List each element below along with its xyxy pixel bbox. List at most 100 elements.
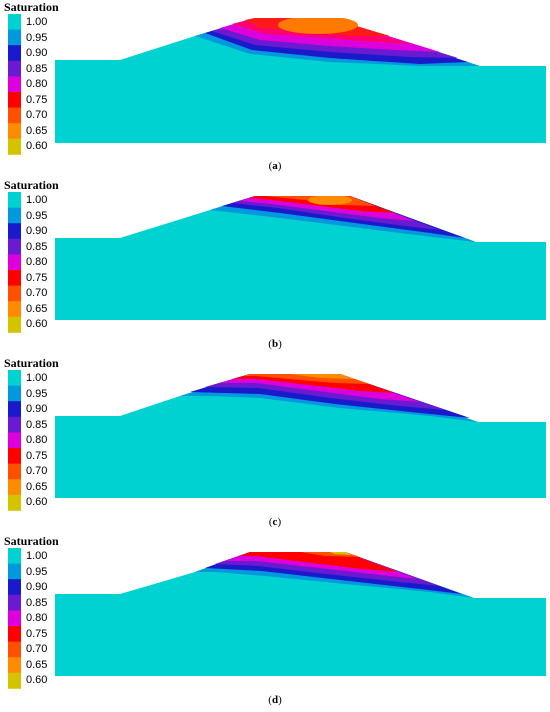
legend-swatch — [8, 579, 21, 595]
caption-paren-close: ) — [278, 338, 282, 350]
legend-label: 0.65 — [26, 659, 47, 671]
legend-swatch — [8, 192, 21, 208]
legend-swatch — [8, 139, 21, 155]
legend-label: 0.95 — [26, 566, 47, 578]
panel-c: Saturation 1.00 0.95 0.90 0.85 0.80 0.75… — [0, 356, 550, 534]
legend-swatch — [8, 208, 21, 224]
legend-swatch — [8, 386, 21, 402]
legend-label: 0.60 — [26, 140, 47, 152]
legend-swatch — [8, 92, 21, 108]
legend-swatch — [8, 239, 21, 255]
saturation-core — [308, 195, 352, 205]
legend-swatch — [8, 301, 21, 317]
legend-swatches — [8, 548, 21, 689]
legend-swatch — [8, 286, 21, 302]
legend-label: 0.95 — [26, 210, 47, 222]
legend-swatch — [8, 76, 21, 92]
legend-label: 1.00 — [26, 16, 47, 28]
legend-label: 0.60 — [26, 318, 47, 330]
legend-label: 0.75 — [26, 628, 47, 640]
legend-swatch — [8, 317, 21, 333]
legend-label: 0.90 — [26, 225, 47, 237]
legend-label: 0.75 — [26, 272, 47, 284]
legend-title: Saturation — [4, 0, 59, 14]
legend-label: 0.85 — [26, 241, 47, 253]
legend-swatch — [8, 673, 21, 689]
legend-swatch — [8, 417, 21, 433]
legend-label: 0.85 — [26, 419, 47, 431]
legend-swatch — [8, 595, 21, 611]
panel-b-plot — [0, 178, 550, 356]
legend-swatch — [8, 479, 21, 495]
legend-swatch — [8, 123, 21, 139]
legend-title: Saturation — [4, 356, 59, 370]
legend-label: 0.65 — [26, 481, 47, 493]
legend-swatch — [8, 626, 21, 642]
legend-swatches — [8, 192, 21, 333]
legend-swatch — [8, 61, 21, 77]
panel-caption: (b) — [0, 338, 550, 350]
legend-swatch — [8, 30, 21, 46]
legend-swatch — [8, 657, 21, 673]
panel-caption: (d) — [0, 694, 550, 706]
panel-d: Saturation 1.00 0.95 0.90 0.85 0.80 0.75… — [0, 534, 550, 712]
legend-swatch — [8, 223, 21, 239]
legend-swatch — [8, 642, 21, 658]
legend-swatch — [8, 564, 21, 580]
panel-caption: (a) — [0, 160, 550, 172]
legend-label: 0.80 — [26, 434, 47, 446]
legend-label: 0.80 — [26, 612, 47, 624]
panel-b: Saturation 1.00 0.95 0.90 0.85 0.80 0.75… — [0, 178, 550, 356]
legend-swatch — [8, 448, 21, 464]
legend-label: 0.90 — [26, 581, 47, 593]
legend-label: 1.00 — [26, 194, 47, 206]
legend-title: Saturation — [4, 178, 59, 192]
legend-label: 0.65 — [26, 303, 47, 315]
saturation-core — [278, 16, 358, 34]
caption-paren-close: ) — [278, 160, 282, 172]
legend-label: 0.90 — [26, 47, 47, 59]
legend-label: 0.65 — [26, 125, 47, 137]
legend-swatch — [8, 495, 21, 511]
legend-swatch — [8, 464, 21, 480]
legend-swatch — [8, 432, 21, 448]
legend-label: 0.85 — [26, 63, 47, 75]
legend-label: 0.60 — [26, 496, 47, 508]
legend-swatch — [8, 270, 21, 286]
legend-swatch — [8, 14, 21, 30]
legend-title: Saturation — [4, 534, 59, 548]
legend-label: 1.00 — [26, 550, 47, 562]
legend-label: 0.70 — [26, 643, 47, 655]
legend-swatch — [8, 548, 21, 564]
clip-top — [200, 178, 550, 196]
legend-label: 0.90 — [26, 403, 47, 415]
legend-label: 0.95 — [26, 32, 47, 44]
panel-d-plot — [0, 534, 550, 712]
legend-swatch — [8, 254, 21, 270]
legend-swatches — [8, 370, 21, 511]
legend-label: 0.80 — [26, 78, 47, 90]
panel-a-plot — [0, 0, 550, 178]
legend-label: 0.85 — [26, 597, 47, 609]
legend-swatch — [8, 370, 21, 386]
legend-label: 0.80 — [26, 256, 47, 268]
legend-label: 0.60 — [26, 674, 47, 686]
caption-paren-close: ) — [278, 694, 282, 706]
panel-caption: (c) — [0, 516, 550, 528]
clip-top — [200, 0, 550, 18]
clip-top — [200, 356, 550, 374]
caption-paren-close: ) — [277, 516, 281, 528]
legend-label: 0.70 — [26, 465, 47, 477]
legend-swatch — [8, 401, 21, 417]
legend-label: 1.00 — [26, 372, 47, 384]
legend-swatch — [8, 45, 21, 61]
legend-label: 0.70 — [26, 109, 47, 121]
legend-label: 0.70 — [26, 287, 47, 299]
legend-swatch — [8, 610, 21, 626]
legend-swatch — [8, 108, 21, 124]
legend-label: 0.95 — [26, 388, 47, 400]
legend-label: 0.75 — [26, 94, 47, 106]
legend-swatches — [8, 14, 21, 155]
legend-label: 0.75 — [26, 450, 47, 462]
clip-top — [200, 534, 550, 552]
